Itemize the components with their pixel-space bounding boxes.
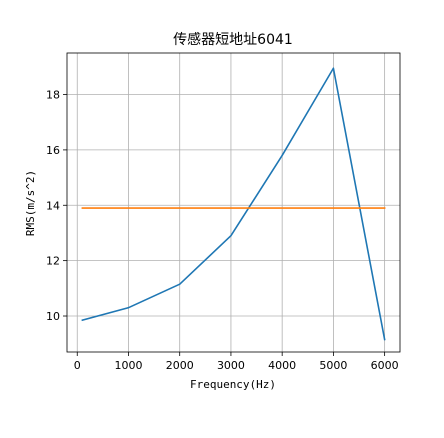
x-tick-label: 1000 [114,359,142,372]
y-tick-label: 14 [46,199,60,212]
series-layer [81,67,386,341]
plot-frame [66,52,401,353]
x-tick-label: 2000 [166,359,194,372]
x-tick-label: 6000 [371,359,399,372]
y-tick-label: 18 [46,89,60,102]
y-tick-label: 16 [46,144,60,157]
chart-title: 传感器短地址6041 [173,31,293,48]
x-axis: 0 1000 2000 3000 4000 5000 6000 [74,352,399,372]
y-axis: 10 12 14 16 18 [46,89,67,323]
series-line-1 [81,67,386,341]
x-tick-label: 4000 [268,359,296,372]
x-tick-label: 0 [74,359,81,372]
y-tick-label: 10 [46,310,60,323]
x-tick-label: 3000 [217,359,245,372]
grid [67,53,400,352]
x-axis-label: Frequency(Hz) [190,378,276,391]
x-tick-label: 5000 [319,359,347,372]
y-axis-label: RMS(m/s^2) [24,170,37,236]
y-tick-label: 12 [46,255,60,268]
